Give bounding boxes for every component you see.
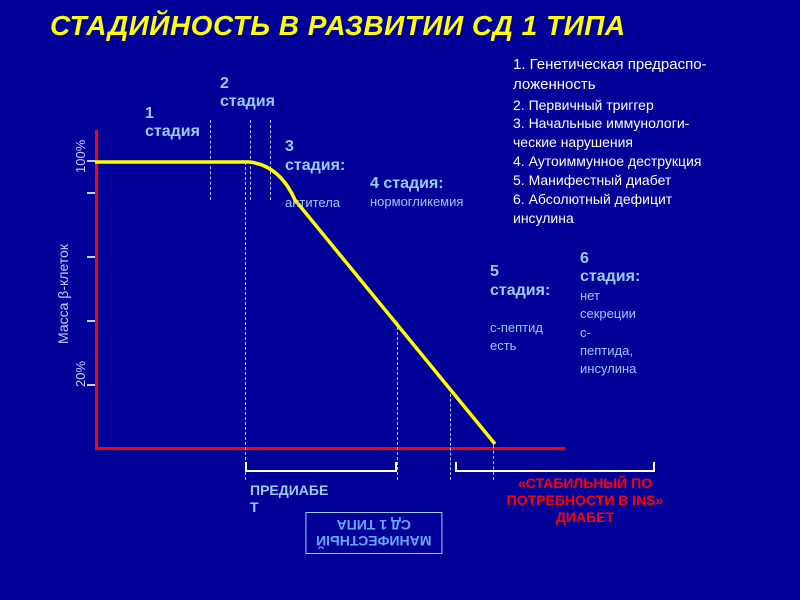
- prediabet-label: ПРЕДИАБЕ Т: [250, 482, 328, 516]
- y-tick: [87, 320, 95, 322]
- y-tick: [87, 160, 95, 162]
- y-axis-label: Масса β-клеток: [55, 244, 71, 344]
- stage-6-label: 6 стадия: нет секреции с-пептида, инсули…: [580, 250, 640, 379]
- manifest-box: МАНИФЕСТНЫЙ СД 1 ТИПА: [305, 512, 442, 554]
- stage-3-label: 3 стадия: антитела: [285, 120, 345, 212]
- bracket-prediabet: [245, 462, 397, 472]
- y-tick: [87, 256, 95, 258]
- y-tick: [87, 192, 95, 194]
- y-tick-label: 100%: [73, 139, 88, 172]
- legend-item: 1. Генетическая предраспо- ложенность: [513, 55, 788, 96]
- legend-item: 2. Первичный триггер: [513, 96, 788, 115]
- stable-label: «СТАБИЛЬНЫЙ ПО ПОТРЕБНОСТИ В INS» ДИАБЕТ: [475, 475, 695, 525]
- page-title: СТАДИЙНОСТЬ В РАЗВИТИИ СД 1 ТИПА: [50, 10, 626, 42]
- y-tick: [87, 384, 95, 386]
- chart: 20% 100% Масса β-клеток 1 стадия 2 стади…: [95, 130, 565, 450]
- stage-4-label: 4 стадия: нормогликемия: [370, 175, 463, 212]
- stage-1-label: 1 стадия: [145, 105, 200, 142]
- stage-2-label: 2 стадия: [220, 75, 275, 112]
- y-tick-label: 20%: [73, 361, 88, 387]
- stage-5-label: 5 стадия: с-пептид есть: [490, 245, 550, 355]
- bracket-stable: [455, 462, 655, 472]
